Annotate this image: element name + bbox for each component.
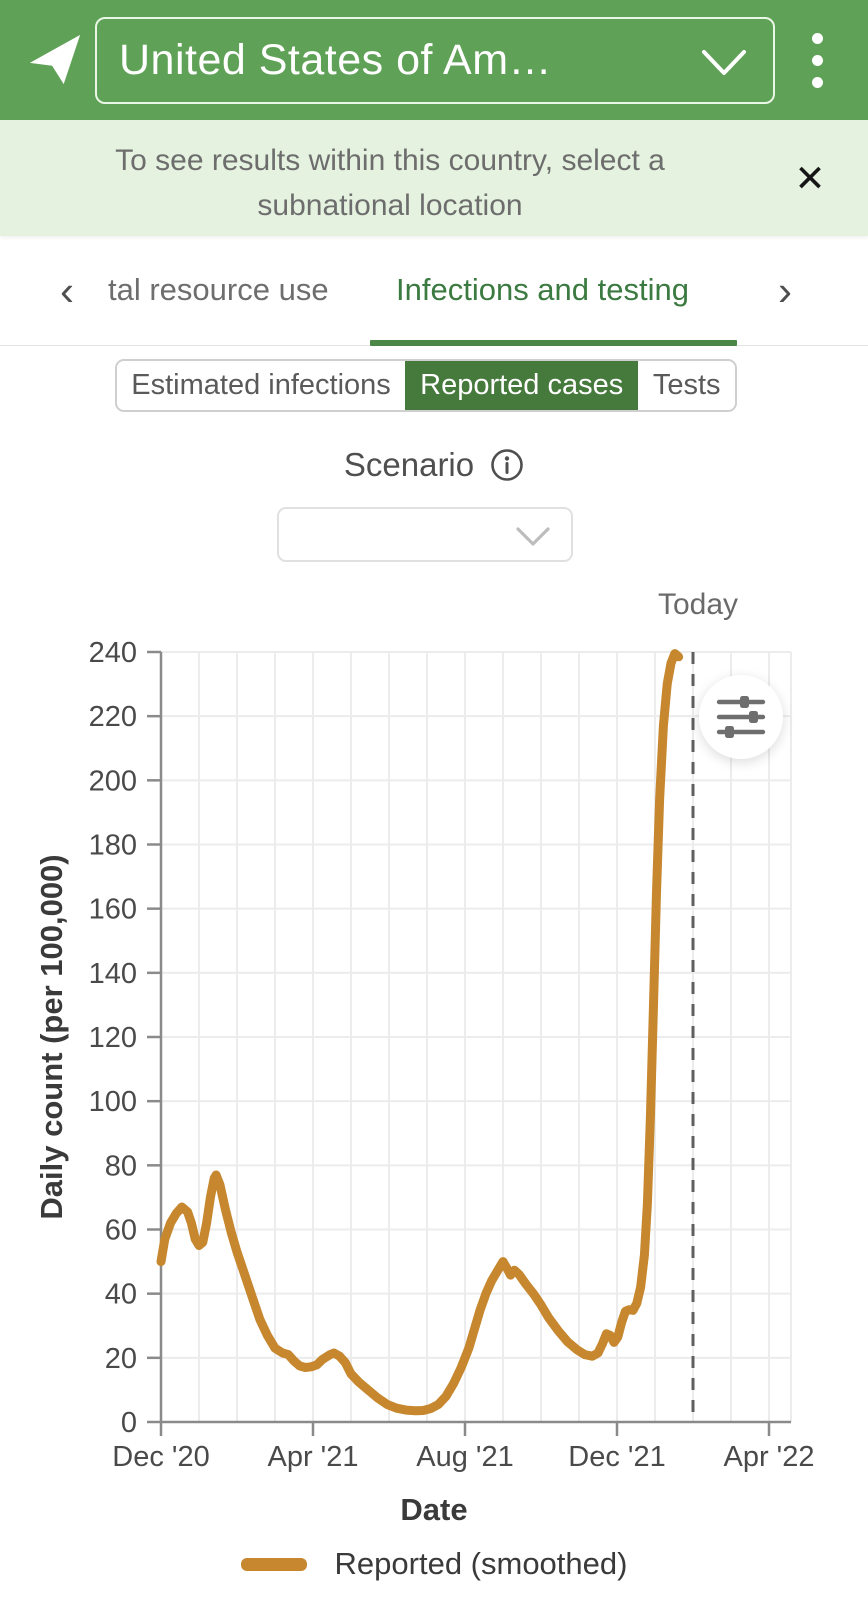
tab-infections-and-testing[interactable]: Infections and testing xyxy=(396,272,689,307)
chevron-down-icon xyxy=(702,50,746,75)
svg-text:Dec '20: Dec '20 xyxy=(112,1441,209,1473)
chart-legend: Reported (smoothed) xyxy=(0,1546,868,1582)
svg-text:40: 40 xyxy=(105,1279,137,1311)
x-axis-title: Date xyxy=(400,1492,468,1527)
kebab-dot xyxy=(812,55,823,66)
svg-text:60: 60 xyxy=(105,1215,137,1247)
active-tab-underline xyxy=(370,340,737,346)
tabs-prev-button[interactable]: ‹ xyxy=(60,267,74,314)
chart-settings-button[interactable] xyxy=(699,675,783,759)
segment-estimated-infections[interactable]: Estimated infections xyxy=(131,369,391,401)
overflow-menu-button[interactable] xyxy=(812,33,823,88)
svg-text:Apr '21: Apr '21 xyxy=(268,1441,359,1473)
banner-message: To see results within this country, sele… xyxy=(115,144,665,222)
metric-segmented-control: Estimated infections Reported cases Test… xyxy=(115,359,737,412)
location-dropdown-value: United States of Am… xyxy=(119,36,553,84)
svg-text:240: 240 xyxy=(89,637,137,669)
category-tabbar: ‹ tal resource use Infections and testin… xyxy=(0,236,868,346)
subnational-hint-banner: To see results within this country, sele… xyxy=(0,120,868,236)
gridlines xyxy=(161,651,792,1422)
svg-text:Aug '21: Aug '21 xyxy=(416,1441,513,1473)
scenario-header: Scenario xyxy=(0,446,868,484)
series-reported-smoothed xyxy=(156,649,684,1416)
axes xyxy=(147,650,791,1436)
locate-arrow-icon[interactable] xyxy=(26,30,84,88)
svg-text:180: 180 xyxy=(89,830,137,862)
legend-swatch-reported xyxy=(240,1557,307,1571)
scenario-label: Scenario xyxy=(343,446,475,483)
svg-text:Dec '21: Dec '21 xyxy=(568,1441,665,1473)
app-header: United States of Am… xyxy=(0,0,868,120)
x-tick-labels: Dec '20 Apr '21 Aug '21 Dec '21 Apr '22 xyxy=(112,1441,814,1473)
svg-text:120: 120 xyxy=(89,1022,137,1054)
segment-reported-cases[interactable]: Reported cases xyxy=(405,361,639,410)
svg-text:20: 20 xyxy=(105,1343,137,1375)
svg-text:160: 160 xyxy=(89,894,137,926)
banner-close-button[interactable]: ✕ xyxy=(794,157,826,199)
today-label: Today xyxy=(657,588,739,621)
kebab-dot xyxy=(812,33,823,44)
svg-text:100: 100 xyxy=(89,1086,137,1118)
svg-text:220: 220 xyxy=(89,701,137,733)
svg-text:Apr '22: Apr '22 xyxy=(724,1441,815,1473)
segment-tests[interactable]: Tests xyxy=(652,369,721,401)
svg-text:200: 200 xyxy=(89,765,137,797)
y-tick-labels: 0 20 40 60 80 100 120 140 160 180 200 220 240 xyxy=(89,637,137,1439)
location-dropdown[interactable]: United States of Am… xyxy=(95,17,775,104)
chevron-down-icon xyxy=(516,527,550,546)
info-icon[interactable] xyxy=(490,448,524,482)
scenario-dropdown[interactable] xyxy=(277,507,573,562)
sliders-icon xyxy=(716,696,766,738)
legend-label-reported: Reported (smoothed) xyxy=(334,1546,628,1581)
tab-hospital-resource-use[interactable]: tal resource use xyxy=(108,272,329,307)
svg-text:0: 0 xyxy=(121,1407,137,1439)
kebab-dot xyxy=(812,77,823,88)
svg-text:80: 80 xyxy=(105,1150,137,1182)
svg-text:140: 140 xyxy=(89,958,137,990)
tabs-next-button[interactable]: › xyxy=(778,267,792,314)
